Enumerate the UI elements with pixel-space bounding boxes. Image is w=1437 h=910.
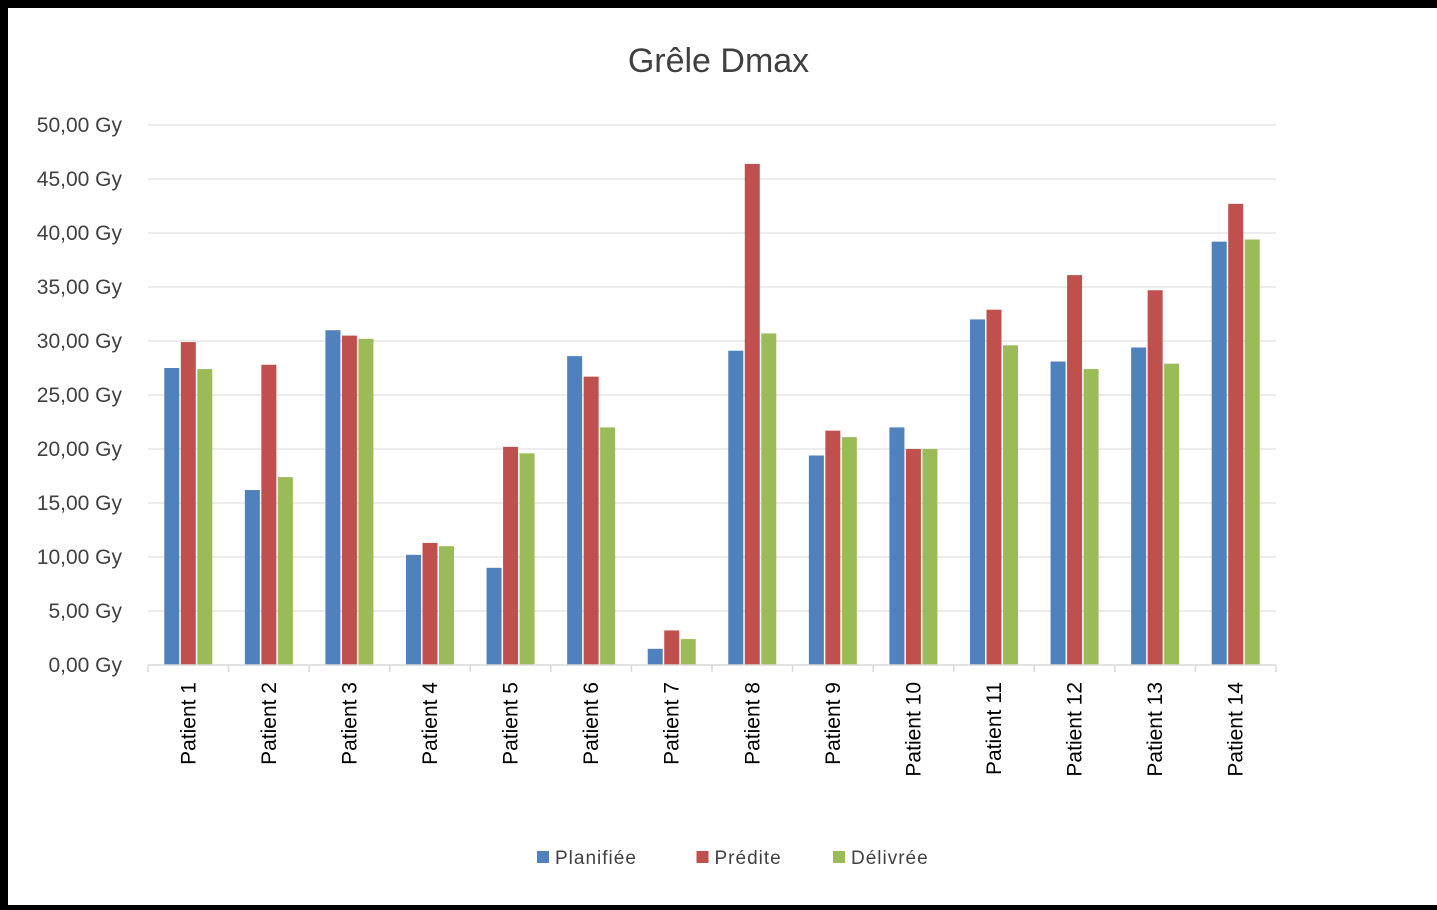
bar <box>1131 347 1147 665</box>
y-tick-label: 25,00 Gy <box>37 384 123 407</box>
bar <box>1164 363 1180 665</box>
x-tick-label: Patient 6 <box>580 682 603 765</box>
bar <box>808 455 824 665</box>
y-tick-label: 35,00 Gy <box>37 276 123 299</box>
x-axis-tick-labels: Patient 1 Patient 2 Patient 3 Patient 4 Pati… <box>177 682 1247 777</box>
legend-label: Prédite <box>715 848 782 869</box>
y-tick-label: 5,00 Gy <box>48 600 122 623</box>
y-axis-tick-labels: 0,00 Gy 5,00 Gy 10,00 Gy 15,00 Gy 20,00 Gy 25… <box>37 114 123 677</box>
bar <box>744 163 760 665</box>
bar <box>664 630 680 665</box>
x-tick-label: Patient 4 <box>419 682 442 765</box>
bar <box>1211 241 1227 665</box>
legend: Planifiée Prédite Délivrée <box>537 848 929 869</box>
x-tick-label: Patient 8 <box>741 682 764 765</box>
bar <box>986 309 1002 665</box>
y-tick-label: 10,00 Gy <box>37 546 123 569</box>
bar <box>341 335 357 665</box>
bar <box>503 446 519 665</box>
bar <box>1003 345 1018 665</box>
legend-swatch <box>833 851 845 863</box>
bar <box>600 427 616 665</box>
bar <box>180 342 196 665</box>
bar <box>244 490 260 665</box>
bar <box>567 356 583 665</box>
bar <box>889 427 905 665</box>
x-tick-label: Patient 11 <box>983 682 1006 775</box>
bar <box>519 453 535 665</box>
bar <box>1067 275 1083 665</box>
y-tick-label: 0,00 Gy <box>48 654 122 677</box>
x-tick-label: Patient 12 <box>1064 682 1087 777</box>
x-axis <box>147 664 1277 672</box>
y-tick-label: 40,00 Gy <box>37 222 123 245</box>
bar <box>164 368 180 665</box>
x-tick-label: Patient 3 <box>338 682 361 765</box>
legend-swatch <box>696 851 709 863</box>
y-tick-label: 15,00 Gy <box>37 492 123 515</box>
x-tick-label: Patient 14 <box>1225 682 1248 777</box>
x-tick-label: Patient 5 <box>500 682 523 765</box>
bar <box>422 542 438 665</box>
bar <box>325 330 341 665</box>
bar <box>1083 369 1099 665</box>
bar <box>905 449 921 665</box>
bar <box>1244 239 1260 666</box>
bar <box>761 333 777 665</box>
y-tick-label: 45,00 Gy <box>37 168 123 191</box>
bar <box>841 437 857 665</box>
bar <box>277 477 293 665</box>
x-tick-label: Patient 1 <box>177 682 200 765</box>
chart-title: Grêle Dmax <box>627 42 810 80</box>
legend-label: Planifiée <box>555 848 637 869</box>
bar <box>1147 290 1163 665</box>
bar <box>1228 203 1244 665</box>
bar <box>825 430 841 665</box>
x-tick-label: Patient 13 <box>1144 682 1167 777</box>
bar <box>197 369 213 665</box>
bar <box>1050 361 1066 665</box>
legend-swatch <box>537 851 549 863</box>
bar <box>583 376 599 665</box>
y-tick-label: 30,00 Gy <box>37 330 123 353</box>
bar <box>680 639 696 665</box>
bar <box>439 546 454 665</box>
gridlines <box>148 124 1276 612</box>
bar <box>486 567 502 665</box>
x-tick-label: Patient 9 <box>822 682 845 765</box>
bar <box>406 554 421 665</box>
y-tick-label: 50,00 Gy <box>37 114 123 137</box>
x-tick-label: Patient 2 <box>258 682 281 765</box>
x-tick-label: Patient 7 <box>661 682 684 765</box>
bar <box>358 338 374 665</box>
legend-label: Délivrée <box>851 848 929 869</box>
bars <box>164 163 1260 666</box>
bar <box>922 449 938 665</box>
bar <box>728 350 744 665</box>
x-tick-label: Patient 10 <box>902 682 925 777</box>
bar <box>970 319 985 665</box>
bar <box>647 648 663 665</box>
y-tick-label: 20,00 Gy <box>37 438 123 461</box>
bar <box>261 364 277 665</box>
